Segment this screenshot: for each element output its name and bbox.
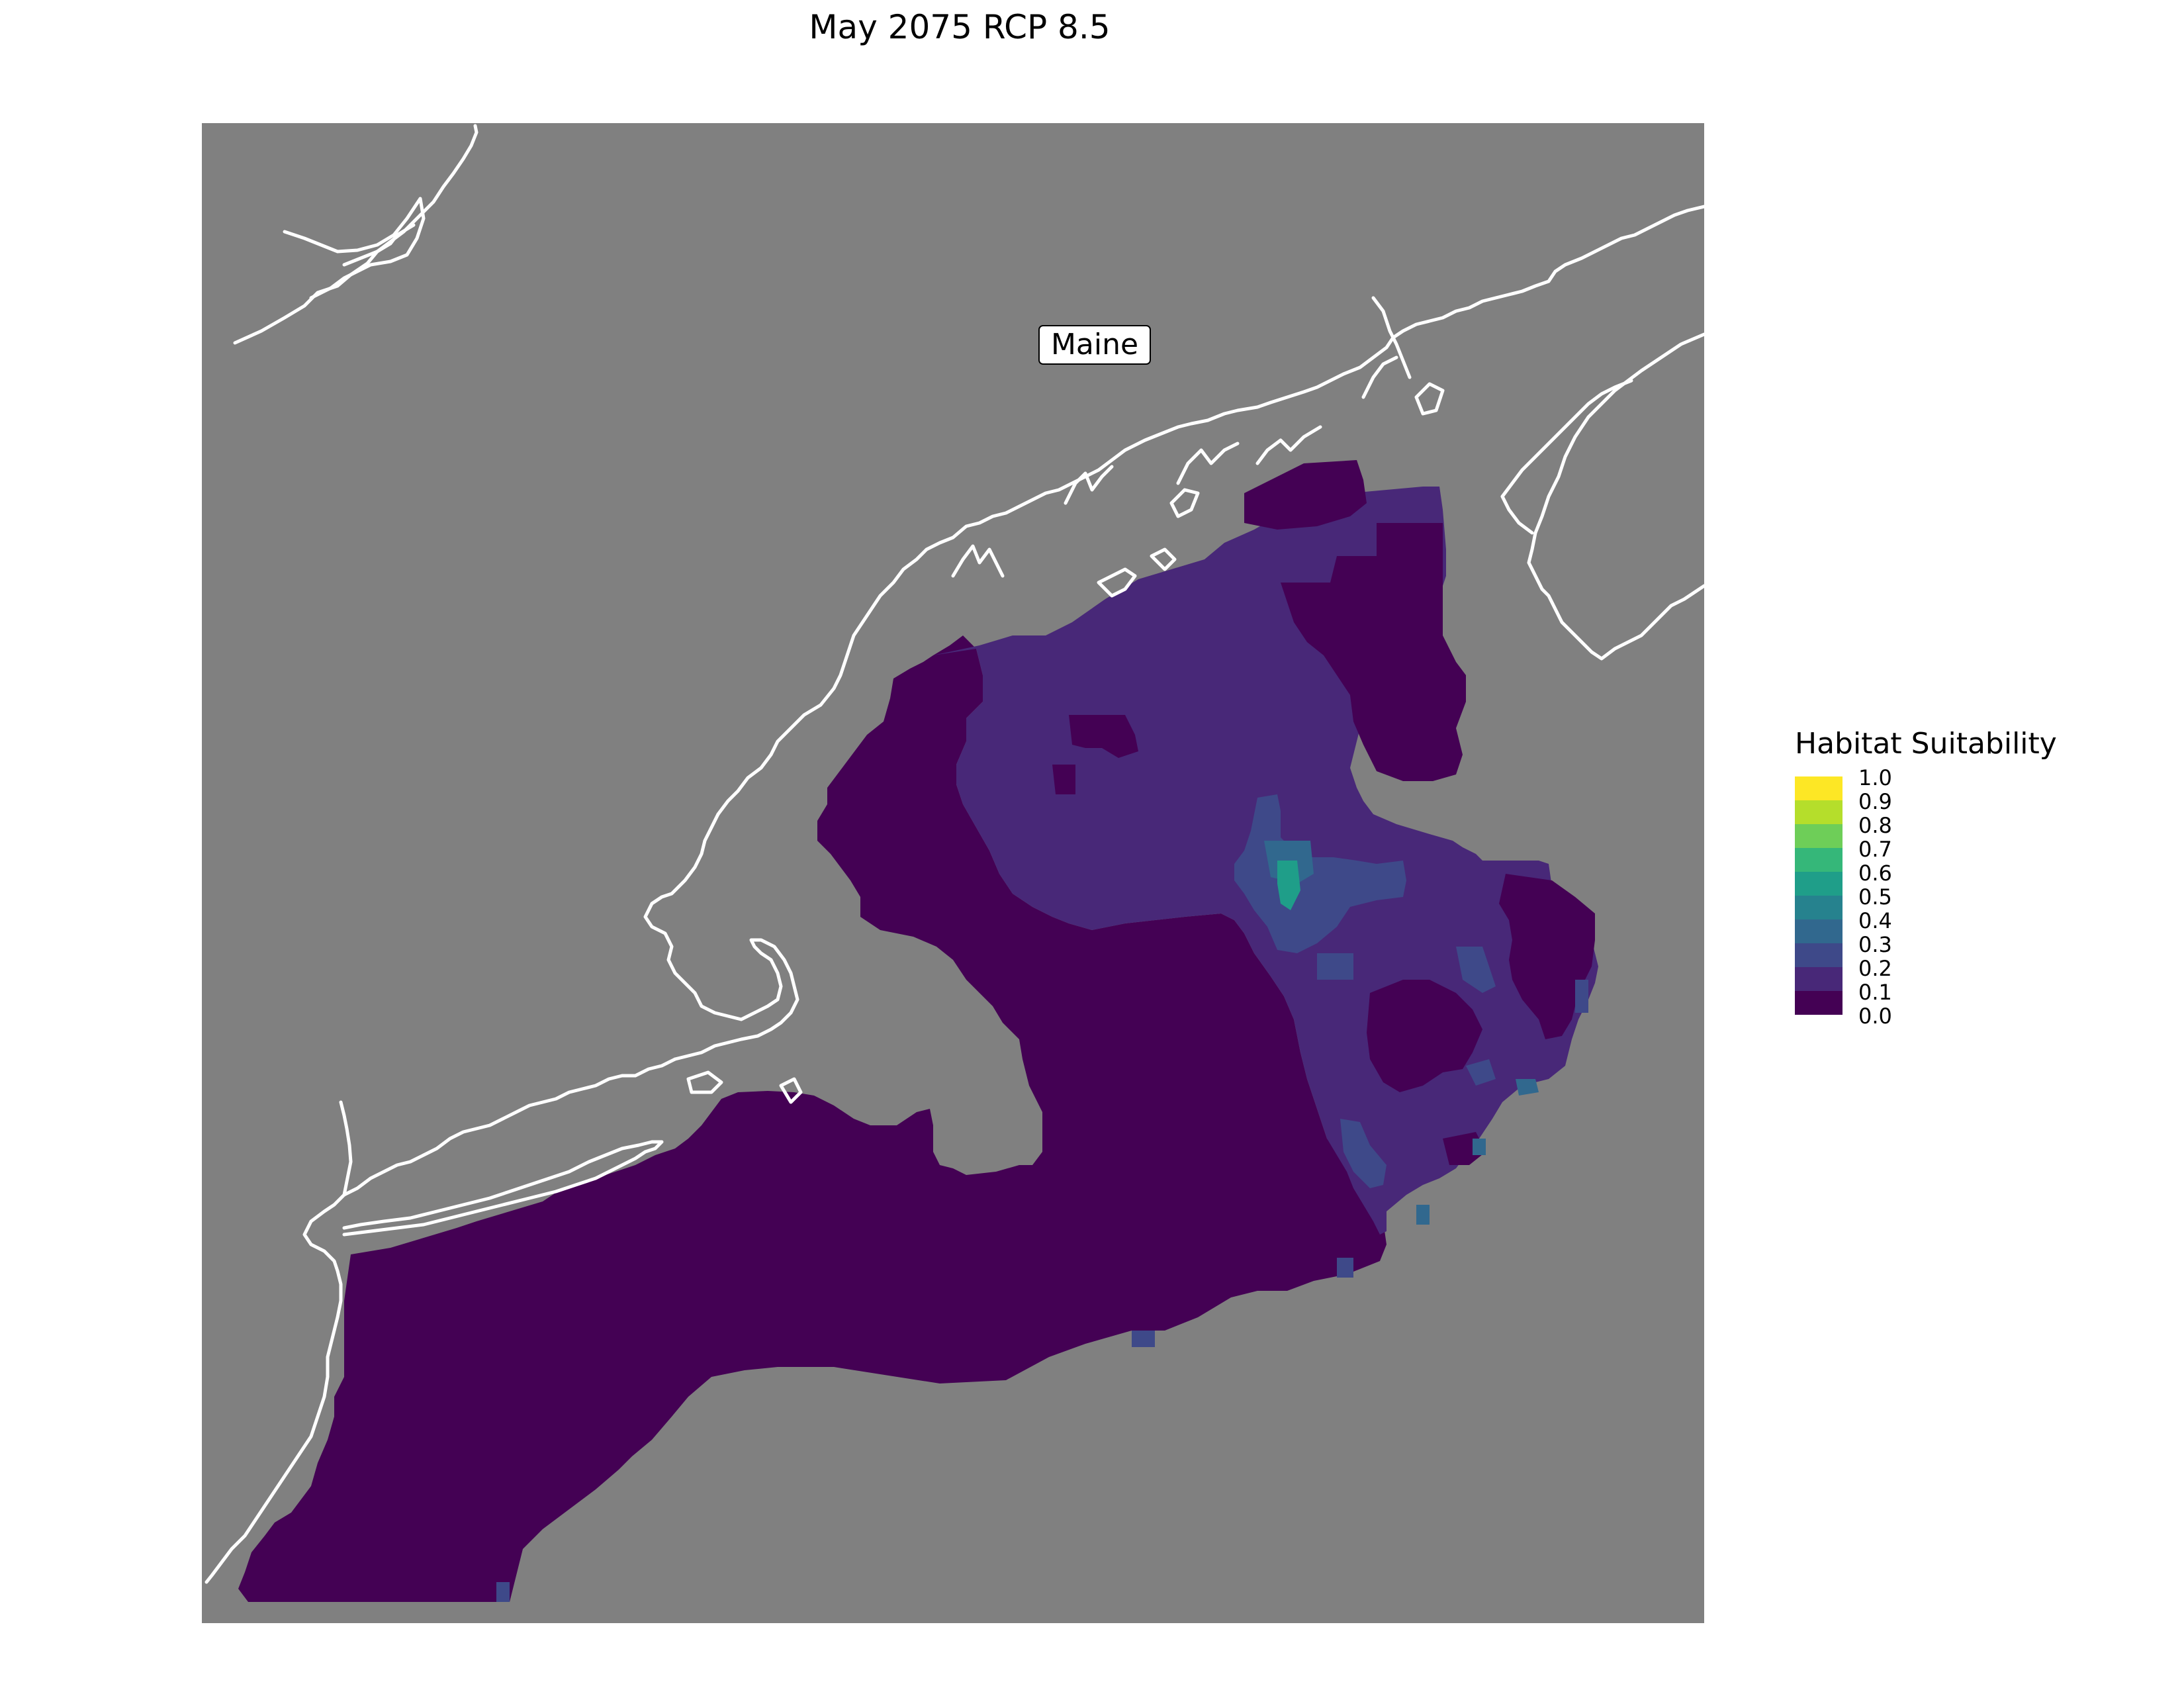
legend-swatch [1795,848,1843,872]
habitat-patch-i [1516,1079,1539,1096]
legend-tick-label: 1.0 [1858,765,1892,790]
place-label-maine: Maine [1038,325,1151,365]
habitat-cells [238,460,1598,1602]
coastline-islands-south [686,1070,803,1104]
habitat-region-low [238,635,1387,1602]
habitat-patch-g [496,1582,510,1602]
legend-swatch [1795,776,1843,800]
coastline-bay-of-fundy [1500,494,1534,535]
legend-tick-label: 0.9 [1858,789,1892,814]
place-label-text: Maine [1051,328,1138,361]
coastline-inlets [951,296,1412,578]
legend-swatch [1795,943,1843,967]
habitat-pocket-southeast [1499,874,1595,1039]
coastline-massachusetts [643,812,799,1061]
habitat-patch-l [1416,1205,1430,1225]
coastline-maine [716,205,1704,816]
habitat-region-elevated [1234,794,1406,953]
legend-tick-label: 0.6 [1858,861,1892,886]
legend-tick-label: 0.2 [1858,956,1892,981]
coastline-river-c [342,223,416,267]
coastline-long-island [342,1140,664,1237]
habitat-patch-d [1575,980,1588,1013]
legend-swatch [1795,991,1843,1015]
legend: Habitat Suitability 1.0 0.9 0.8 0.7 0.6 0.5 0.… [1795,727,2057,1027]
habitat-patch-a [1317,953,1353,980]
habitat-patch-c [1456,947,1496,993]
coastline-maine-islands [1097,382,1445,598]
coastline-connecticut [342,1057,677,1197]
legend-tick-label: 0.3 [1858,932,1892,957]
legend-tick-label: 0.8 [1858,813,1892,838]
legend-swatch [1795,967,1843,991]
habitat-patch-k [1473,1139,1486,1155]
habitat-patch-peak [1277,861,1300,910]
habitat-pocket-left [1052,765,1075,794]
legend-tick-label: 0.4 [1858,908,1892,933]
habitat-pocket-center [1069,715,1138,758]
legend-swatch [1795,872,1843,896]
coastline [205,124,1704,1584]
habitat-map: Maine [202,123,1704,1623]
legend-swatch [1795,800,1843,824]
legend-swatch [1795,824,1843,848]
legend-swatch [1795,896,1843,919]
habitat-pocket-top [1244,460,1367,530]
coastline-nova-scotia [1500,332,1704,661]
habitat-pocket-south [1367,980,1482,1092]
habitat-patch-h [1132,1331,1155,1347]
legend-body: 1.0 0.9 0.8 0.7 0.6 0.5 0.4 0.3 0.2 0.1 0.0 [1795,765,2057,1027]
legend-title: Habitat Suitability [1795,727,2057,761]
legend-tick-label: 0.1 [1858,980,1892,1005]
habitat-patch-f [1337,1258,1353,1278]
coastline-hudson [339,1100,353,1197]
legend-tick-label: 0.0 [1858,1004,1892,1029]
coastline-new-jersey [205,1193,346,1584]
legend-tick-label: 0.7 [1858,837,1892,862]
habitat-pocket-northeast [1281,523,1466,781]
coastline-river-b [283,197,426,300]
legend-swatch [1795,919,1843,943]
habitat-patch-b [1340,1119,1387,1188]
map-title: May 2075 RCP 8.5 [809,8,1111,46]
legend-tick-label: 0.5 [1858,884,1892,910]
habitat-patch-e [1466,1059,1496,1086]
